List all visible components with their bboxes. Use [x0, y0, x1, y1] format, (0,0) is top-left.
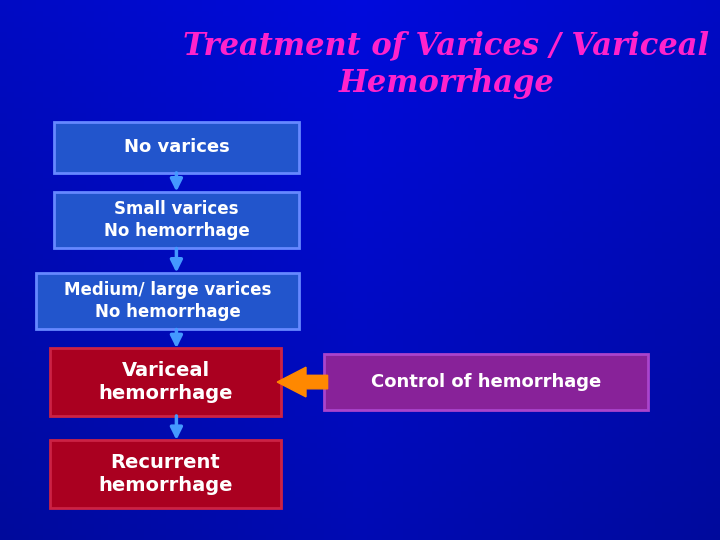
Text: Variceal
hemorrhage: Variceal hemorrhage [99, 361, 233, 403]
FancyBboxPatch shape [50, 348, 281, 416]
Text: Recurrent
hemorrhage: Recurrent hemorrhage [99, 453, 233, 495]
Text: No varices: No varices [124, 138, 229, 156]
FancyBboxPatch shape [50, 440, 281, 508]
FancyBboxPatch shape [36, 273, 299, 329]
Text: Control of hemorrhage: Control of hemorrhage [371, 373, 601, 391]
FancyBboxPatch shape [54, 192, 299, 248]
Text: Treatment of Varices / Variceal: Treatment of Varices / Variceal [184, 30, 709, 62]
Text: Hemorrhage: Hemorrhage [338, 68, 554, 99]
FancyBboxPatch shape [54, 122, 299, 173]
Text: Medium/ large varices
No hemorrhage: Medium/ large varices No hemorrhage [63, 281, 271, 321]
FancyBboxPatch shape [324, 354, 648, 410]
Text: Small varices
No hemorrhage: Small varices No hemorrhage [104, 200, 249, 240]
FancyArrow shape [277, 367, 328, 397]
